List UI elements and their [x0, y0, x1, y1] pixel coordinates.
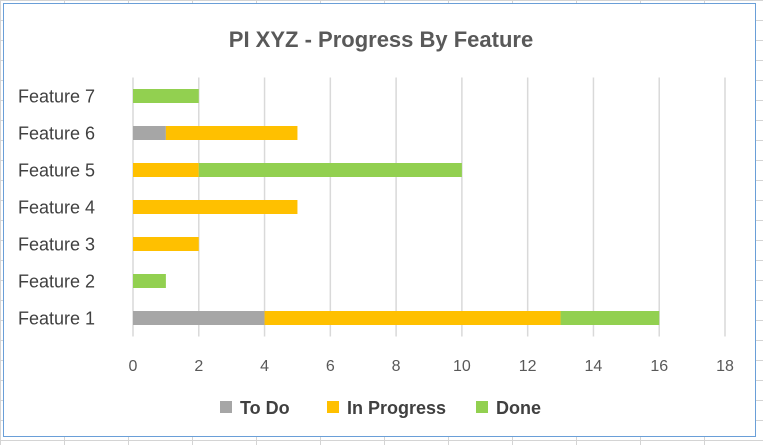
- legend-label-in-progress: In Progress: [347, 398, 446, 418]
- bar-in-progress-feature-6: [165, 126, 298, 140]
- bar-in-progress-feature-5: [133, 163, 199, 177]
- chart-title: PI XYZ - Progress By Feature: [229, 27, 533, 52]
- category-label-1: Feature 1: [18, 309, 95, 329]
- legend-swatch-to-do: [220, 401, 232, 413]
- tick-label-16: 16: [650, 358, 668, 375]
- bar-done-feature-1: [560, 311, 660, 325]
- legend-label-done: Done: [496, 398, 541, 418]
- bar-done-feature-7: [133, 89, 199, 103]
- tick-label-6: 6: [326, 358, 335, 375]
- legend: To Do In Progress Done: [220, 398, 541, 418]
- bar-done-feature-5: [198, 163, 462, 177]
- bar-in-progress-feature-1: [264, 311, 561, 325]
- tick-label-14: 14: [585, 358, 603, 375]
- category-label-4: Feature 4: [18, 198, 95, 218]
- tick-label-0: 0: [129, 358, 138, 375]
- tick-label-10: 10: [453, 358, 471, 375]
- bar-to-do-feature-1: [133, 311, 265, 325]
- category-label-5: Feature 5: [18, 161, 95, 181]
- bar-to-do-feature-6: [133, 126, 166, 140]
- category-label-2: Feature 2: [18, 272, 95, 292]
- bar-in-progress-feature-4: [133, 200, 298, 214]
- tick-label-2: 2: [194, 358, 203, 375]
- category-label-6: Feature 6: [18, 124, 95, 144]
- tick-label-12: 12: [519, 358, 537, 375]
- category-label-7: Feature 7: [18, 87, 95, 107]
- legend-label-to-do: To Do: [240, 398, 290, 418]
- chart-frame[interactable]: [3, 3, 756, 437]
- tick-label-8: 8: [392, 358, 401, 375]
- tick-label-4: 4: [260, 358, 269, 375]
- bars: [133, 89, 660, 325]
- tick-label-18: 18: [716, 358, 734, 375]
- bar-done-feature-2: [133, 274, 166, 288]
- legend-swatch-in-progress: [327, 401, 339, 413]
- bar-in-progress-feature-3: [133, 237, 199, 251]
- category-label-3: Feature 3: [18, 235, 95, 255]
- category-axis-labels: Feature 1 Feature 2 Feature 3 Feature 4 Feat…: [18, 87, 95, 329]
- value-axis-labels: 0 2 4 6 8 10 12 14 16 18: [129, 358, 734, 375]
- legend-swatch-done: [476, 401, 488, 413]
